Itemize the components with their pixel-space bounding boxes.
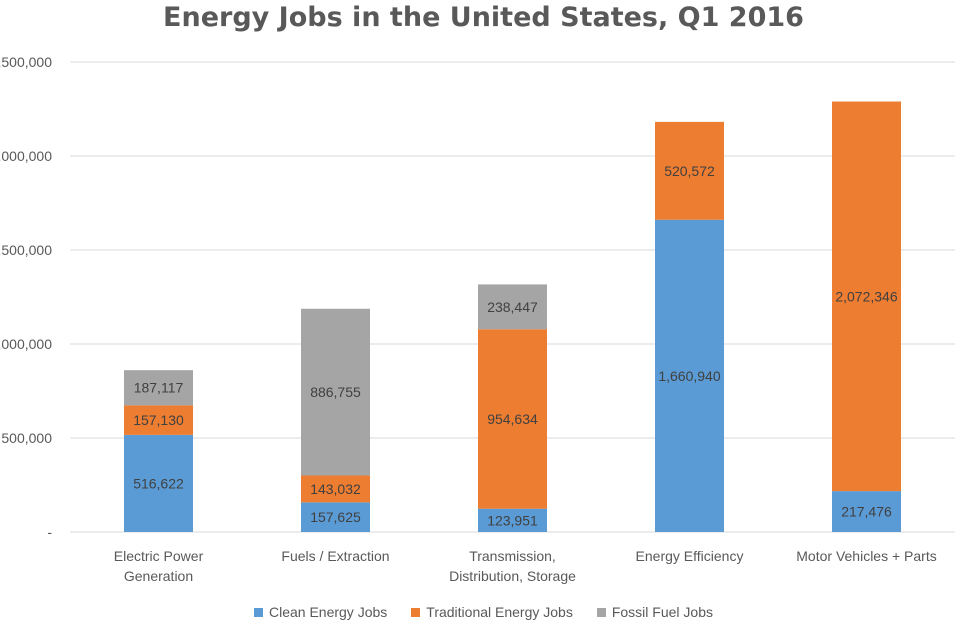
legend-swatch [411, 607, 421, 617]
y-tick-label: 2,500,000 [0, 54, 52, 70]
data-label: 123,951 [487, 512, 538, 528]
bar-segment [832, 101, 901, 492]
x-tick-label-line: Motor Vehicles + Parts [796, 548, 936, 564]
data-label: 157,130 [133, 412, 184, 428]
x-tick-label: Fuels / Extraction [281, 548, 389, 564]
bar-segment [301, 475, 370, 503]
x-tick-label: Transmission, Distribution, Storage [449, 548, 576, 584]
data-label: 2,072,346 [835, 288, 897, 304]
legend-swatch [596, 607, 606, 617]
bar-segment [124, 434, 193, 532]
x-tick-label-line: Transmission, [469, 548, 556, 564]
x-tick-label-line: Distribution, Storage [449, 568, 576, 584]
bar-segment [832, 491, 901, 532]
bar-segment [478, 329, 547, 509]
x-tick-label-line: Fuels / Extraction [281, 548, 389, 564]
data-label: 157,625 [310, 509, 361, 525]
data-label: 238,447 [487, 299, 538, 315]
legend: Clean Energy Jobs Traditional Energy Jobs… [0, 604, 967, 620]
y-tick-label: 500,000 [1, 430, 52, 446]
x-tick-label: Energy Efficiency [636, 548, 744, 564]
bar-segment [478, 508, 547, 532]
bar-segment [478, 284, 547, 330]
bar-segment [655, 219, 724, 532]
data-label: 516,622 [133, 475, 184, 491]
y-tick-label: - [47, 524, 52, 540]
x-tick-label: Electric Power Generation [114, 548, 204, 584]
data-label: 217,476 [841, 504, 892, 520]
x-tick-label: Motor Vehicles + Parts [796, 548, 936, 564]
legend-label: Clean Energy Jobs [268, 604, 388, 620]
legend-item: Traditional Energy Jobs [411, 604, 573, 620]
legend-item: Clean Energy Jobs [253, 604, 388, 620]
data-label: 1,660,940 [658, 368, 720, 384]
data-label: 520,572 [664, 163, 715, 179]
legend-label: Traditional Energy Jobs [426, 604, 573, 620]
data-label: 187,117 [134, 380, 184, 396]
bar-segment [124, 405, 193, 435]
legend-label: Fossil Fuel Jobs [611, 604, 713, 620]
chart-plot-area: - 500,000 1,000,000 1,500,000 2,000,000 2,500… [0, 54, 955, 584]
y-tick-label: 2,000,000 [0, 148, 52, 164]
chart-title: Energy Jobs in the United States, Q1 201… [163, 2, 804, 33]
legend-item: Fossil Fuel Jobs [596, 604, 713, 620]
bar-segment [301, 502, 370, 532]
x-tick-label-line: Generation [124, 568, 193, 584]
data-label: 954,634 [487, 411, 538, 427]
bar-segment [301, 308, 370, 476]
legend-swatch [253, 607, 263, 617]
y-tick-label: 1,000,000 [0, 336, 52, 352]
bar-segment [655, 121, 724, 220]
data-label: 143,032 [310, 481, 361, 497]
x-tick-label-line: Energy Efficiency [636, 548, 744, 564]
bar-segment [124, 370, 193, 406]
y-tick-label: 1,500,000 [0, 242, 52, 258]
x-tick-label-line: Electric Power [114, 548, 204, 564]
data-label: 886,755 [310, 384, 361, 400]
